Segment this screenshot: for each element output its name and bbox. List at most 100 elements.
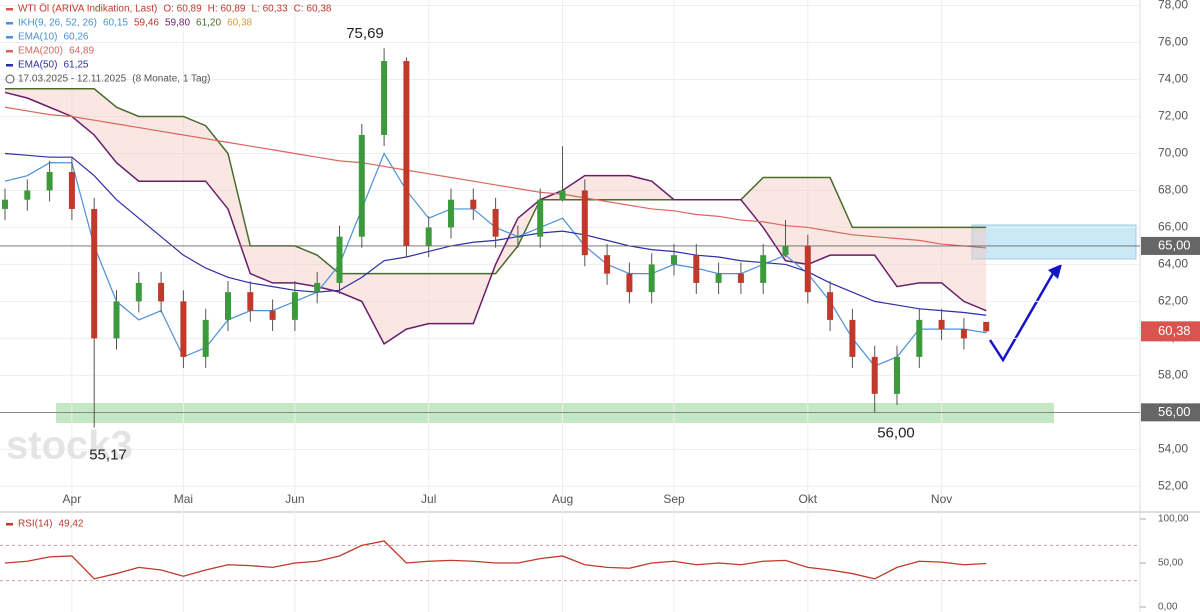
candle-body — [314, 282, 321, 293]
x-tick-label: Aug — [552, 492, 573, 506]
arrow — [988, 269, 1057, 363]
legend-text: C: 60,38 — [294, 4, 332, 15]
candle-body — [938, 319, 945, 330]
candle-body — [492, 208, 499, 237]
x-tick-label: Apr — [63, 492, 82, 506]
legend-text: 64,89 — [69, 46, 94, 57]
level-label-box — [1141, 403, 1200, 422]
candle-body — [269, 310, 276, 320]
rsi-tick-label: 50,00 — [1158, 558, 1183, 569]
legend-text: 61,20 — [196, 18, 221, 29]
candle-body — [604, 255, 611, 274]
y-tick-label: 72,00 — [1158, 109, 1188, 123]
candle-body — [693, 255, 700, 283]
candle-body — [180, 301, 187, 357]
y-tick-label: 62,00 — [1158, 294, 1188, 308]
candle-body — [916, 319, 923, 357]
annotation: 75,69 — [346, 25, 384, 42]
support-zone — [56, 403, 1054, 423]
level-label-box — [1141, 236, 1200, 255]
candle-body — [626, 273, 633, 293]
candle-body — [158, 282, 165, 302]
candle-body — [960, 329, 967, 339]
annotation: 56,00 — [877, 424, 915, 441]
legend-text: 60,38 — [227, 18, 252, 29]
y-tick-label: 66,00 — [1158, 220, 1188, 234]
legend-swatch — [6, 36, 13, 39]
legend-text: EMA(10) — [18, 32, 57, 43]
rsi-tick-label: 100,00 — [1158, 514, 1189, 525]
candle-body — [291, 292, 298, 320]
legend-swatch — [6, 22, 13, 25]
ichimoku-span-b — [4, 91, 987, 346]
candle-body — [760, 255, 767, 283]
y-tick-label: 54,00 — [1158, 441, 1188, 455]
arrow-head — [1048, 264, 1062, 279]
y-tick-label: 58,00 — [1158, 368, 1188, 382]
legend-swatch — [6, 8, 13, 11]
legend-text: L: 60,33 — [251, 4, 288, 15]
legend-text: 59,46 — [134, 18, 159, 29]
y-tick-label: 78,00 — [1158, 0, 1188, 12]
candle-body — [381, 61, 388, 135]
candle-body — [804, 245, 811, 293]
legend-text: 60,15 — [103, 18, 128, 29]
x-tick-label: Okt — [798, 492, 817, 506]
candle-body — [983, 321, 990, 332]
candle-body — [514, 236, 521, 238]
candle-body — [894, 356, 900, 394]
candle-body — [537, 199, 544, 237]
candle-body — [68, 171, 75, 209]
legend-text: H: 60,89 — [208, 4, 246, 15]
legend-period: 17.03.2025 - 12.11.2025 — [18, 74, 127, 85]
candle-body — [336, 236, 343, 283]
y-tick-label: 76,00 — [1158, 35, 1188, 49]
candle-body — [648, 264, 655, 293]
candle-body — [247, 292, 254, 311]
candle-body — [403, 61, 410, 246]
y-tick-label: 68,00 — [1158, 183, 1188, 197]
candle-body — [581, 190, 588, 256]
rsi-legend-name: RSI(14) — [18, 519, 52, 530]
candle-body — [849, 319, 856, 357]
rsi-line — [4, 540, 987, 580]
level-label: 65,00 — [1158, 237, 1191, 252]
candle-body — [737, 273, 744, 283]
candle-body — [225, 292, 231, 320]
candle-body — [470, 199, 477, 209]
legend-text: 61,25 — [63, 60, 88, 71]
legend-text: 60,26 — [63, 32, 88, 43]
legend: WTI Öl (ARIVA Indikation, Last) O: 60,89 H… — [5, 3, 332, 85]
candle-body — [782, 245, 789, 256]
candle-body — [448, 199, 454, 228]
legend-text: EMA(200) — [18, 46, 63, 57]
ema-line — [4, 106, 987, 249]
candle-body — [2, 199, 8, 209]
last-price-box — [1141, 321, 1200, 342]
x-tick-label: Mai — [174, 492, 193, 506]
legend-swatch — [6, 64, 13, 67]
annotation: 55,17 — [89, 447, 127, 464]
candle-body — [425, 227, 432, 246]
candle-body — [559, 190, 566, 200]
legend-swatch — [6, 523, 13, 526]
last-price-label: 60,38 — [1158, 323, 1191, 338]
y-tick-label: 64,00 — [1158, 257, 1188, 271]
candle-body — [135, 282, 142, 302]
ichimoku-span-a — [5, 88, 987, 275]
y-tick-label: 74,00 — [1158, 72, 1188, 86]
cloud — [5, 88, 987, 344]
x-tick-label: Jun — [285, 492, 304, 506]
y-tick-label: 52,00 — [1158, 478, 1188, 492]
legend-text: 59,80 — [165, 18, 190, 29]
legend-text: EMA(50) — [18, 60, 57, 71]
candle-body — [24, 190, 31, 200]
watermark: stock3 — [6, 424, 133, 468]
x-tick-label: Sep — [663, 492, 685, 506]
y-tick-label: 70,00 — [1158, 146, 1188, 160]
candle-body — [202, 319, 209, 357]
x-tick-label: Jul — [421, 492, 436, 506]
